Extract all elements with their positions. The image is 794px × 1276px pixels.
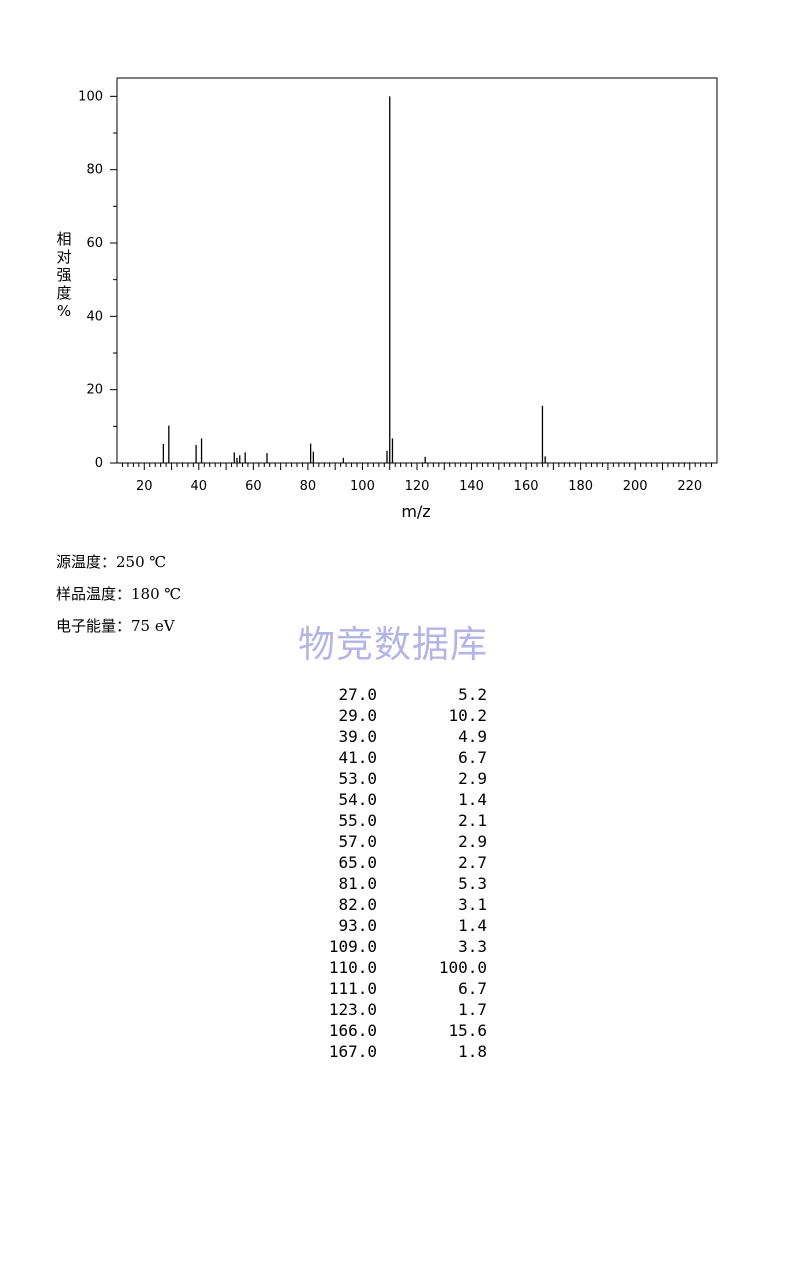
abundance-cell: 1.7 bbox=[458, 1000, 487, 1019]
y-tick-label: 80 bbox=[86, 163, 103, 178]
source-temperature: 源温度：250 ℃ bbox=[56, 553, 167, 571]
y-axis-ticks: 0 20 40 60 80 100 bbox=[78, 89, 117, 471]
x-tick-label: 80 bbox=[300, 479, 317, 494]
x-major-ticks: 20 40 60 80 100 120 140 160 180 200 220 bbox=[136, 463, 702, 494]
x-tick-label: 100 bbox=[350, 479, 375, 494]
mz-cell: 110.0 bbox=[328, 958, 377, 977]
x-tick-label: 120 bbox=[405, 479, 430, 494]
abundance-cell: 5.3 bbox=[458, 874, 487, 893]
x-tick-label: 140 bbox=[459, 479, 484, 494]
abundance-cell: 6.7 bbox=[458, 748, 487, 767]
y-tick-label: 0 bbox=[95, 456, 103, 471]
table-row: 109.0 3.3 bbox=[300, 936, 487, 957]
abundance-cell: 100.0 bbox=[438, 958, 487, 977]
x-tick-label: 160 bbox=[514, 479, 539, 494]
abundance-cell: 2.7 bbox=[458, 853, 487, 872]
table-row: 82.0 3.1 bbox=[300, 894, 487, 915]
table-row: 65.0 2.7 bbox=[300, 852, 487, 873]
table-row: 27.0 5.2 bbox=[300, 684, 487, 705]
peak-table: 27.0 5.2 29.0 10.2 39.0 4.9 41.0 6.7 53.0 2.9 54.0… bbox=[300, 684, 487, 1062]
mz-cell: 55.0 bbox=[338, 811, 377, 830]
table-row: 29.0 10.2 bbox=[300, 705, 487, 726]
abundance-cell: 1.8 bbox=[458, 1042, 487, 1061]
mz-cell: 57.0 bbox=[338, 832, 377, 851]
abundance-cell: 1.4 bbox=[458, 790, 487, 809]
mz-cell: 82.0 bbox=[338, 895, 377, 914]
abundance-cell: 2.1 bbox=[458, 811, 487, 830]
abundance-cell: 1.4 bbox=[458, 916, 487, 935]
sample-temperature: 样品温度：180 ℃ bbox=[56, 585, 182, 603]
mz-cell: 93.0 bbox=[338, 916, 377, 935]
abundance-cell: 5.2 bbox=[458, 685, 487, 704]
x-minor-ticks bbox=[121, 463, 713, 467]
abundance-cell: 15.6 bbox=[448, 1021, 487, 1040]
mz-cell: 111.0 bbox=[328, 979, 377, 998]
x-tick-label: 20 bbox=[136, 479, 153, 494]
y-tick-label: 100 bbox=[78, 89, 103, 104]
mz-cell: 123.0 bbox=[328, 1000, 377, 1019]
electron-energy: 电子能量：75 eV bbox=[56, 617, 175, 635]
abundance-cell: 4.9 bbox=[458, 727, 487, 746]
x-tick-label: 180 bbox=[568, 479, 593, 494]
x-tick-label: 60 bbox=[245, 479, 262, 494]
table-row: 167.0 1.8 bbox=[300, 1041, 487, 1062]
mz-cell: 166.0 bbox=[328, 1021, 377, 1040]
table-row: 53.0 2.9 bbox=[300, 768, 487, 789]
mz-cell: 41.0 bbox=[338, 748, 377, 767]
abundance-cell: 3.1 bbox=[458, 895, 487, 914]
mz-cell: 53.0 bbox=[338, 769, 377, 788]
table-row: 111.0 6.7 bbox=[300, 978, 487, 999]
table-row: 57.0 2.9 bbox=[300, 831, 487, 852]
y-tick-label: 60 bbox=[86, 236, 103, 251]
mz-cell: 167.0 bbox=[328, 1042, 377, 1061]
mz-cell: 39.0 bbox=[338, 727, 377, 746]
mz-cell: 54.0 bbox=[338, 790, 377, 809]
table-row: 93.0 1.4 bbox=[300, 915, 487, 936]
table-row: 39.0 4.9 bbox=[300, 726, 487, 747]
mz-cell: 81.0 bbox=[338, 874, 377, 893]
abundance-cell: 3.3 bbox=[458, 937, 487, 956]
x-tick-label: 200 bbox=[623, 479, 648, 494]
abundance-cell: 2.9 bbox=[458, 832, 487, 851]
abundance-cell: 2.9 bbox=[458, 769, 487, 788]
table-row: 166.0 15.6 bbox=[300, 1020, 487, 1041]
x-axis-label: m/z bbox=[401, 502, 430, 521]
y-tick-label: 20 bbox=[86, 383, 103, 398]
watermark: 物竞数据库 bbox=[298, 623, 488, 666]
spectrum-peaks bbox=[162, 96, 546, 463]
table-row: 54.0 1.4 bbox=[300, 789, 487, 810]
abundance-cell: 6.7 bbox=[458, 979, 487, 998]
plot-frame bbox=[116, 77, 718, 464]
y-axis-label: 相对强度% bbox=[56, 230, 71, 320]
x-tick-label: 220 bbox=[677, 479, 702, 494]
x-tick-label: 40 bbox=[191, 479, 208, 494]
mz-cell: 65.0 bbox=[338, 853, 377, 872]
y-tick-label: 40 bbox=[86, 309, 103, 324]
table-row: 123.0 1.7 bbox=[300, 999, 487, 1020]
mass-spectrum-chart: 20 40 60 80 100 120 140 160 180 200 220 0 20 40 60 80 1… bbox=[56, 77, 718, 521]
table-row: 81.0 5.3 bbox=[300, 873, 487, 894]
abundance-cell: 10.2 bbox=[448, 706, 487, 725]
mz-cell: 109.0 bbox=[328, 937, 377, 956]
mz-cell: 29.0 bbox=[338, 706, 377, 725]
table-row: 110.0 100.0 bbox=[300, 957, 487, 978]
table-row: 55.0 2.1 bbox=[300, 810, 487, 831]
table-row: 41.0 6.7 bbox=[300, 747, 487, 768]
mz-cell: 27.0 bbox=[338, 685, 377, 704]
